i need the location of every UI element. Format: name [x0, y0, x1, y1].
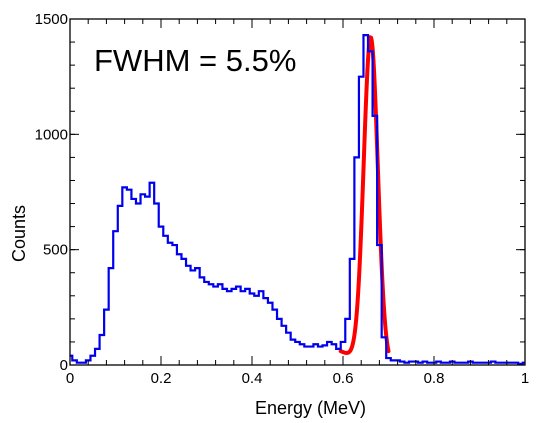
plot-frame — [69, 18, 526, 366]
x-tick-label: 0 — [66, 370, 74, 387]
y-tick-label: 0 — [60, 357, 68, 374]
histogram-group — [70, 34, 525, 365]
fwhm-annotation: FWHM = 5.5% — [94, 43, 296, 78]
x-tick-label: 0.8 — [424, 370, 445, 387]
y-tick-label: 500 — [43, 242, 68, 259]
y-tick-label: 1000 — [35, 126, 68, 143]
histogram-line — [70, 34, 525, 365]
x-tick-label: 0.4 — [242, 370, 263, 387]
fit-curve-group — [338, 34, 391, 355]
x-tick-label: 0.6 — [333, 370, 354, 387]
gaussian-fit-line — [338, 34, 391, 355]
y-tick-label: 1500 — [35, 11, 68, 28]
ticks-group: 0 0.2 0.4 0.6 0.8 1 0 500 1000 1500 — [35, 11, 530, 387]
y-axis-title: Counts — [9, 205, 29, 262]
x-axis-title: Energy (MeV) — [255, 398, 366, 418]
x-tick-label: 1 — [521, 370, 529, 387]
x-tick-label: 0.2 — [151, 370, 172, 387]
